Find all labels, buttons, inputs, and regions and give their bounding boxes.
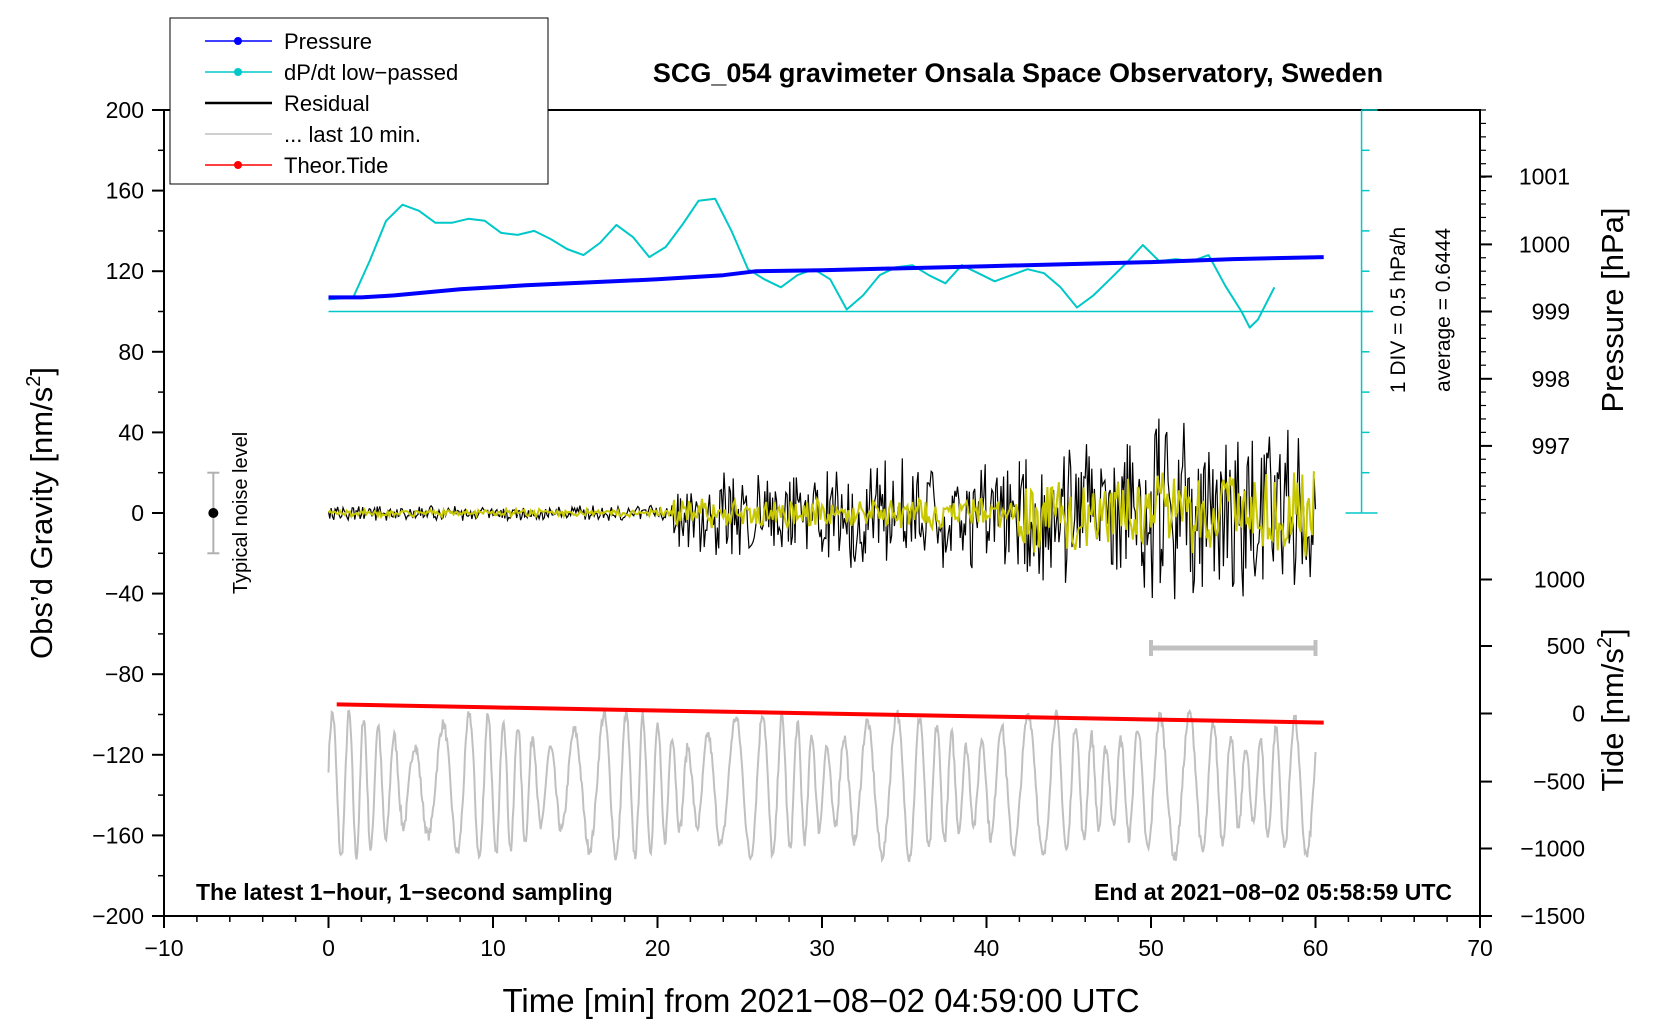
legend-label-4: Theor.Tide bbox=[284, 153, 388, 178]
noise-bar-dot bbox=[208, 508, 219, 518]
legend-label-0: Pressure bbox=[284, 29, 372, 54]
dpdt-scale-label: 1 DIV = 0.5 hPa/h bbox=[1387, 227, 1410, 393]
y-tick-label: 160 bbox=[106, 178, 144, 204]
legend-label-3: ... last 10 min. bbox=[284, 122, 421, 147]
x-tick-label: 60 bbox=[1303, 935, 1329, 961]
pressure-tick-label: 1000 bbox=[1519, 231, 1570, 257]
x-axis-label: Time [min] from 2021−08−02 04:59:00 UTC bbox=[502, 982, 1139, 1019]
axes-layer: −10 0 10 20 30 40 50 60 70 200 160 120 80 40 0 −40 −80 −1… bbox=[92, 97, 1585, 961]
legend: Pressure dP/dt low−passed Residual ... last… bbox=[169, 17, 549, 185]
tide-tick-label: −1000 bbox=[1520, 835, 1585, 861]
y-axis-label-left-main: Obs’d Gravity [nm/s bbox=[24, 387, 59, 659]
y-tick-label: −40 bbox=[105, 581, 144, 607]
dpdt-average-label: average = 0.6444 bbox=[1432, 228, 1455, 392]
x-tick-label: 30 bbox=[809, 935, 835, 961]
y-axis-label-left-sup: 2 bbox=[23, 376, 45, 387]
y-tick-label: 80 bbox=[118, 339, 144, 365]
y-tick-label: 0 bbox=[131, 500, 144, 526]
y-axis-label-left: Obs’d Gravity [nm/s2] bbox=[23, 367, 59, 659]
x-tick-label: 20 bbox=[645, 935, 671, 961]
pressure-line bbox=[328, 255, 1324, 300]
x-tick-label: 70 bbox=[1467, 935, 1493, 961]
pressure-tick-label: 1001 bbox=[1519, 163, 1570, 189]
tide-line bbox=[336, 702, 1324, 725]
pressure-tick-label: 997 bbox=[1532, 433, 1570, 459]
y-tick-label: 120 bbox=[106, 258, 144, 284]
y-tick-label: 200 bbox=[106, 97, 144, 123]
tide-axis-label-main: Tide [nm/s bbox=[1595, 648, 1630, 792]
tide-tick-label: 500 bbox=[1547, 633, 1585, 659]
pressure-axis-label: Pressure [hPa] bbox=[1595, 207, 1630, 412]
legend-box bbox=[169, 17, 549, 185]
legend-marker-0 bbox=[234, 37, 242, 45]
x-tick-label: 50 bbox=[1138, 935, 1164, 961]
residual-filtered-line bbox=[327, 471, 1315, 557]
legend-marker-4 bbox=[234, 161, 242, 169]
tide-tick-label: −500 bbox=[1533, 769, 1585, 795]
x-tick-label: −10 bbox=[144, 935, 183, 961]
y-tick-label: −120 bbox=[92, 742, 144, 768]
legend-entries: Pressure dP/dt low−passed Residual ... last… bbox=[205, 29, 458, 178]
legend-label-2: Residual bbox=[284, 91, 370, 116]
legend-label-1: dP/dt low−passed bbox=[284, 60, 458, 85]
last-10-min-line bbox=[327, 707, 1317, 864]
tide-tick-label: −1500 bbox=[1520, 903, 1585, 929]
chart-title: SCG_054 gravimeter Onsala Space Observat… bbox=[653, 58, 1383, 88]
noise-level-label: Typical noise level bbox=[230, 432, 252, 594]
tide-axis-label-tail: ] bbox=[1595, 628, 1630, 637]
y-axis-label-left-tail: ] bbox=[24, 367, 59, 376]
y-tick-label: 40 bbox=[118, 419, 144, 445]
y-tick-label: −80 bbox=[105, 661, 144, 687]
x-tick-label: 40 bbox=[974, 935, 1000, 961]
series-layer bbox=[207, 109, 1378, 864]
pressure-tick-label: 999 bbox=[1532, 299, 1570, 325]
pressure-tick-label: 998 bbox=[1532, 366, 1570, 392]
legend-marker-1 bbox=[234, 68, 242, 76]
tide-tick-label: 0 bbox=[1572, 700, 1585, 726]
footer-right: End at 2021−08−02 05:58:59 UTC bbox=[1094, 879, 1452, 905]
x-tick-label: 0 bbox=[322, 935, 335, 961]
tide-axis-label-sup: 2 bbox=[1594, 637, 1616, 648]
y-tick-label: −160 bbox=[92, 822, 144, 848]
footer-left: The latest 1−hour, 1−second sampling bbox=[196, 879, 613, 905]
y-tick-label: −200 bbox=[92, 903, 144, 929]
tide-axis-label: Tide [nm/s2] bbox=[1594, 628, 1630, 791]
tide-tick-label: 1000 bbox=[1534, 566, 1585, 592]
x-tick-label: 10 bbox=[480, 935, 506, 961]
